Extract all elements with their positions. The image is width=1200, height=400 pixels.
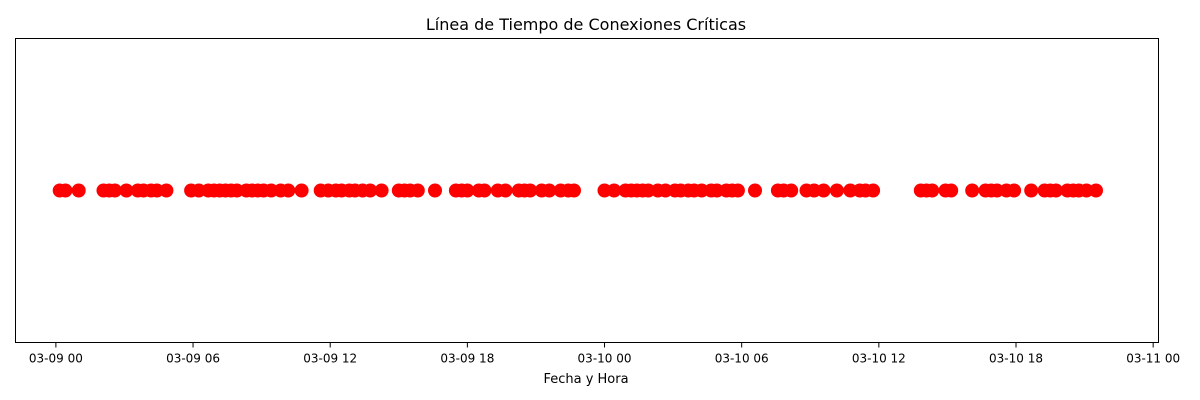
data-point [523,183,538,198]
data-point [294,183,309,198]
data-point [866,183,881,198]
data-point [477,183,492,198]
data-point [597,183,612,198]
x-tick-label: 03-10 18 [989,352,1043,366]
data-point [71,183,86,198]
data-point [542,183,557,198]
data-point [748,183,762,198]
data-point [498,183,513,198]
data-point [1049,183,1063,198]
data-point [829,183,844,198]
x-tick-label: 03-09 06 [166,352,220,366]
data-point [641,183,656,198]
data-point [784,183,799,198]
data-point [965,183,980,198]
data-point [607,183,622,198]
x-axis-ticks: 03-09 00 03-09 06 03-09 12 03-09 18 03-10 00… [29,342,1180,366]
x-tick-label: 03-11 00 [1126,352,1180,366]
x-tick-label: 03-10 06 [715,352,769,366]
data-point [410,183,425,198]
data-point [460,183,475,198]
x-axis-label: Fecha y Hora [543,372,628,387]
chart-title: Línea de Tiempo de Conexiones Críticas [426,15,746,34]
data-point [925,183,940,198]
data-point [1007,183,1022,198]
data-point [159,183,174,198]
x-tick-label: 03-10 12 [852,352,906,366]
x-tick-label: 03-09 00 [29,352,83,366]
data-point [567,183,581,198]
x-tick-label: 03-09 18 [440,352,494,366]
data-point [363,183,378,198]
x-tick-label: 03-10 00 [578,352,632,366]
data-point [374,183,389,198]
data-point [428,183,442,198]
data-point [281,183,296,198]
data-point [58,183,73,198]
plot-frame [15,38,1159,343]
data-point [119,183,134,198]
data-point [107,183,122,198]
data-points [52,183,1103,198]
data-point [1024,183,1039,198]
data-point [816,183,831,198]
data-point [1089,183,1103,198]
x-tick-label: 03-09 12 [303,352,357,366]
data-point [730,183,745,198]
data-point [944,183,959,198]
